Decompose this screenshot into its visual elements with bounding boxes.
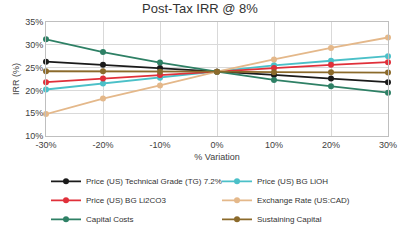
svg-text:10%: 10% (25, 131, 43, 141)
svg-text:Price (US) BG Li2CO3: Price (US) BG Li2CO3 (86, 196, 167, 205)
svg-text:35%: 35% (25, 17, 43, 27)
svg-text:Capital Costs: Capital Costs (86, 215, 134, 224)
svg-text:Price (US) BG LiOH: Price (US) BG LiOH (257, 177, 328, 186)
svg-text:Price (US) Technical Grade (TG: Price (US) Technical Grade (TG) 7.2% (86, 177, 222, 186)
svg-text:20%: 20% (322, 140, 340, 150)
svg-text:10%: 10% (265, 140, 283, 150)
svg-text:30%: 30% (379, 140, 397, 150)
svg-text:0%: 0% (210, 140, 223, 150)
svg-text:20%: 20% (25, 86, 43, 96)
svg-text:Post-Tax IRR @ 8%: Post-Tax IRR @ 8% (142, 1, 258, 16)
svg-text:% Variation: % Variation (194, 152, 239, 162)
svg-text:30%: 30% (25, 40, 43, 50)
svg-text:Exchange Rate (US:CAD): Exchange Rate (US:CAD) (257, 196, 350, 205)
svg-text:Sustaining Capital: Sustaining Capital (257, 215, 322, 224)
svg-text:-30%: -30% (35, 140, 56, 150)
svg-text:-10%: -10% (149, 140, 170, 150)
svg-text:IRR (%): IRR (%) (11, 63, 21, 95)
svg-text:-20%: -20% (92, 140, 113, 150)
svg-text:25%: 25% (25, 63, 43, 73)
svg-text:15%: 15% (25, 108, 43, 118)
